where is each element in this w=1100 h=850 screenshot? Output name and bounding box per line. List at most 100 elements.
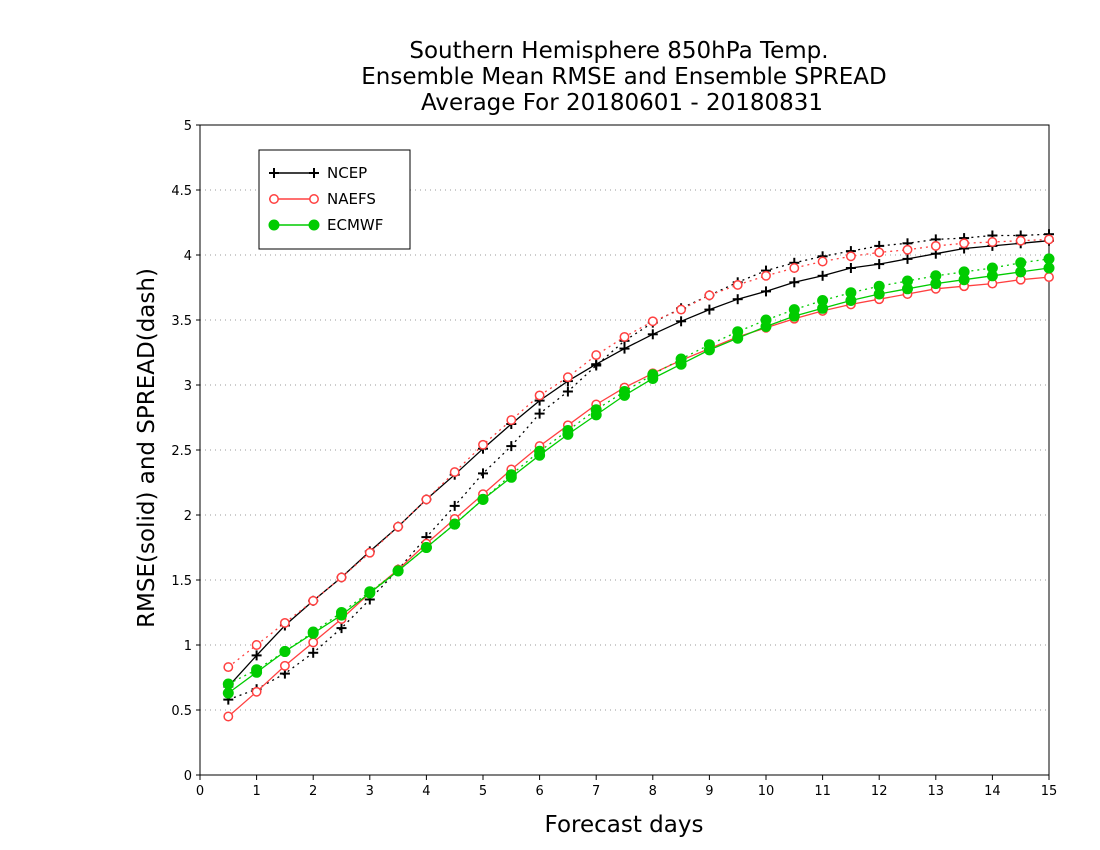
point-ncep-spread	[336, 623, 347, 634]
point-ecmwf-rmse	[1015, 266, 1027, 278]
y-tick-label: 2	[184, 509, 192, 524]
y-tick-label: 4	[184, 249, 192, 264]
point-ncep-rmse	[704, 304, 715, 315]
y-tick-label: 0	[184, 769, 192, 784]
point-naefs-spread	[902, 244, 913, 255]
y-tick-label: 5	[184, 119, 192, 134]
point-naefs-spread	[1015, 235, 1026, 246]
y-tick-label: 1.5	[171, 574, 192, 589]
legend-marker	[309, 194, 319, 204]
title-line-3: Average For 20180601 - 20180831	[421, 90, 823, 116]
x-tick-label: 2	[309, 784, 317, 799]
point-naefs-spread	[506, 415, 517, 426]
point-ncep-rmse	[647, 329, 658, 340]
point-ncep-rmse	[251, 650, 262, 661]
point-naefs-spread	[478, 439, 488, 450]
point-ncep-spread	[478, 468, 488, 479]
point-naefs-spread	[732, 279, 743, 290]
point-naefs-spread	[676, 304, 687, 315]
x-tick-label: 10	[758, 784, 775, 799]
point-naefs-rmse	[279, 660, 290, 671]
point-ncep-rmse	[732, 294, 743, 305]
point-ecmwf-rmse	[590, 409, 602, 421]
line-ecmwf-rmse	[227, 267, 1050, 694]
y-tick-label: 4.5	[171, 184, 192, 199]
x-tick-label: 1	[252, 784, 260, 799]
point-naefs-spread	[562, 372, 573, 383]
series-naefs-rmse	[223, 272, 1054, 722]
point-naefs-spread	[1044, 234, 1054, 245]
point-ncep-rmse	[817, 270, 828, 281]
point-naefs-spread	[223, 662, 234, 673]
legend-marker	[269, 194, 279, 204]
point-ncep-rmse	[874, 259, 885, 270]
point-ncep-rmse	[676, 316, 687, 327]
point-ecmwf-rmse	[817, 302, 829, 314]
point-naefs-spread	[987, 237, 998, 247]
legend-label: NCEP	[327, 164, 367, 182]
point-ecmwf-rmse	[420, 542, 432, 553]
x-tick-label: 5	[479, 784, 487, 799]
point-ecmwf-rmse	[760, 321, 772, 332]
x-tick-label: 11	[814, 784, 831, 799]
series-ncep-spread	[223, 229, 1054, 705]
point-naefs-spread	[421, 494, 432, 505]
point-naefs-spread	[251, 640, 262, 650]
series-ncep-rmse	[223, 235, 1054, 692]
x-tick-label: 0	[196, 784, 204, 799]
point-naefs-spread	[845, 251, 856, 262]
legend-marker	[309, 168, 319, 178]
point-ncep-rmse	[591, 359, 602, 370]
point-ecmwf-rmse	[1043, 262, 1055, 274]
title-line-2: Ensemble Mean RMSE and Ensemble SPREAD	[361, 64, 886, 90]
point-ncep-spread	[562, 386, 573, 397]
x-tick-label: 13	[928, 784, 945, 799]
point-ecmwf-rmse	[477, 493, 489, 505]
point-naefs-spread	[393, 521, 404, 532]
point-ncep-spread	[534, 408, 545, 419]
legend-item-ecmwf: ECMWF	[268, 216, 383, 234]
point-naefs-spread	[789, 263, 800, 273]
line-naefs-spread	[227, 238, 1050, 668]
line-ncep-spread	[228, 233, 1050, 701]
x-tick-label: 14	[984, 784, 1001, 799]
chart-title: Southern Hemisphere 850hPa Temp. Ensembl…	[361, 38, 886, 116]
title-line-1: Southern Hemisphere 850hPa Temp.	[409, 38, 828, 64]
point-ecmwf-rmse	[392, 565, 404, 577]
point-ecmwf-rmse	[534, 449, 546, 461]
point-ncep-rmse	[902, 253, 913, 264]
point-ecmwf-rmse	[647, 373, 659, 384]
point-ncep-rmse	[761, 286, 771, 297]
series-ecmwf-rmse	[222, 262, 1055, 699]
legend-item-ncep: NCEP	[269, 164, 367, 182]
point-ecmwf-rmse	[902, 283, 913, 295]
legend-item-naefs: NAEFS	[269, 190, 376, 208]
point-ecmwf-rmse	[222, 687, 234, 699]
point-naefs-spread	[364, 547, 375, 558]
x-tick-label: 7	[592, 784, 600, 799]
point-ncep-spread	[506, 441, 517, 452]
x-axis-label: Forecast days	[545, 812, 704, 838]
point-naefs-spread	[761, 270, 771, 281]
point-ecmwf-rmse	[703, 344, 715, 356]
point-ecmwf-rmse	[986, 270, 998, 282]
point-ncep-rmse	[845, 263, 856, 273]
y-tick-label: 1	[184, 639, 192, 654]
legend-marker	[308, 219, 320, 231]
point-ecmwf-rmse	[845, 295, 857, 306]
point-naefs-spread	[336, 572, 347, 583]
series-ecmwf-spread	[222, 253, 1055, 690]
point-ecmwf-rmse	[505, 471, 517, 483]
point-naefs-rmse	[223, 711, 234, 722]
x-tick-label: 9	[705, 784, 713, 799]
y-tick-label: 3	[184, 379, 192, 394]
x-tick-label: 4	[422, 784, 430, 799]
point-naefs-spread	[930, 240, 941, 251]
point-naefs-rmse	[251, 686, 262, 697]
point-naefs-spread	[817, 256, 828, 267]
point-naefs-spread	[874, 247, 885, 258]
point-ncep-rmse	[619, 343, 630, 354]
line-ecmwf-spread	[228, 258, 1050, 685]
point-ecmwf-spread	[1043, 253, 1055, 265]
